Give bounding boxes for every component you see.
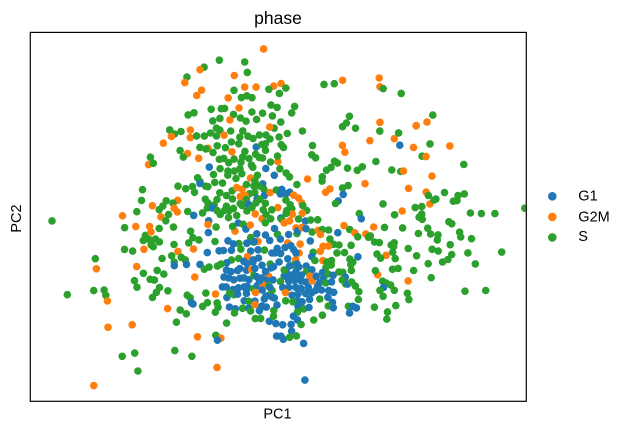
svg-text:S: S bbox=[578, 229, 588, 245]
svg-text:G2M: G2M bbox=[578, 209, 609, 225]
svg-text:PC2: PC2 bbox=[9, 204, 25, 232]
svg-text:G1: G1 bbox=[578, 189, 597, 205]
svg-text:phase: phase bbox=[254, 8, 302, 28]
svg-text:PC1: PC1 bbox=[263, 407, 291, 423]
